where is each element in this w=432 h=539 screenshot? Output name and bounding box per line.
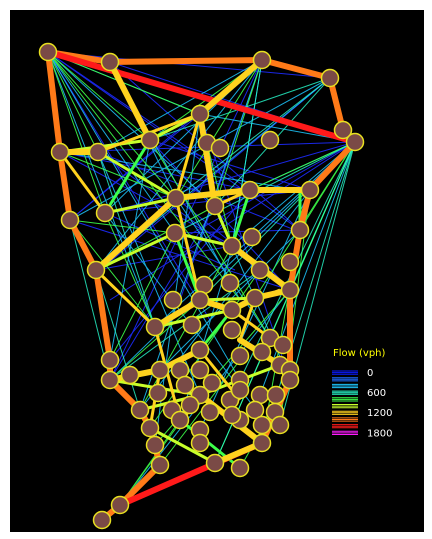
network-node	[266, 385, 286, 405]
network-node	[202, 373, 222, 393]
network-node	[280, 252, 300, 272]
network-node	[250, 260, 270, 280]
flow-legend: Flow (vph) 0 600 1200 1800	[332, 348, 392, 439]
network-node	[345, 132, 365, 152]
network-node	[100, 350, 120, 370]
legend-swatches	[332, 370, 358, 435]
network-node	[280, 370, 300, 390]
network-node	[320, 68, 340, 88]
network-node	[205, 196, 225, 216]
network-node	[273, 335, 293, 355]
network-node	[230, 346, 250, 366]
network-node	[194, 275, 214, 295]
network-node	[270, 415, 290, 435]
network-node	[92, 510, 112, 530]
network-node	[86, 260, 106, 280]
network-node	[130, 400, 150, 420]
network-node	[190, 340, 210, 360]
network-node	[60, 210, 80, 230]
network-node	[175, 375, 195, 395]
network-node	[333, 120, 353, 140]
network-node	[252, 342, 272, 362]
legend-label: 1200	[367, 408, 392, 419]
legend-title: Flow (vph)	[333, 348, 386, 359]
network-node	[230, 458, 250, 478]
network-node	[205, 453, 225, 473]
network-node	[252, 433, 272, 453]
legend-label: 1800	[367, 428, 392, 439]
network-node	[190, 433, 210, 453]
network-node	[95, 203, 115, 223]
legend-labels: 0 600 1200 1800	[367, 368, 392, 439]
network-node	[190, 104, 210, 124]
network-node	[222, 236, 242, 256]
legend-label: 600	[367, 388, 386, 399]
network-node	[100, 52, 120, 72]
network-node	[222, 300, 242, 320]
network-node	[140, 418, 160, 438]
network-node	[88, 142, 108, 162]
network-nodes	[38, 42, 365, 530]
network-node	[240, 180, 260, 200]
network-node	[145, 317, 165, 337]
network-node	[200, 402, 220, 422]
network-node	[180, 395, 200, 415]
network-node	[190, 360, 210, 380]
network-node	[145, 435, 165, 455]
network-node	[150, 455, 170, 475]
network-node	[260, 130, 280, 150]
network-node	[38, 42, 58, 62]
network-node	[166, 188, 186, 208]
network-node	[150, 360, 170, 380]
network-node	[120, 365, 140, 385]
network-node	[222, 320, 242, 340]
network-node	[222, 405, 242, 425]
network-node	[252, 415, 272, 435]
network-node	[245, 400, 265, 420]
network-node	[165, 223, 185, 243]
network-node	[140, 130, 160, 150]
network-node	[290, 220, 310, 240]
network-node	[210, 138, 230, 158]
network-node	[242, 227, 262, 247]
network-node	[245, 288, 265, 308]
network-node	[148, 383, 168, 403]
network-node	[110, 495, 130, 515]
network-node	[170, 410, 190, 430]
network-node	[220, 273, 240, 293]
network-node	[163, 290, 183, 310]
network-node	[190, 290, 210, 310]
network-node	[50, 142, 70, 162]
network-node	[100, 370, 120, 390]
network-node	[230, 380, 250, 400]
network-node	[300, 180, 320, 200]
network-node	[280, 280, 300, 300]
network-node	[252, 50, 272, 70]
legend-label: 0	[367, 368, 373, 379]
network-node	[182, 315, 202, 335]
